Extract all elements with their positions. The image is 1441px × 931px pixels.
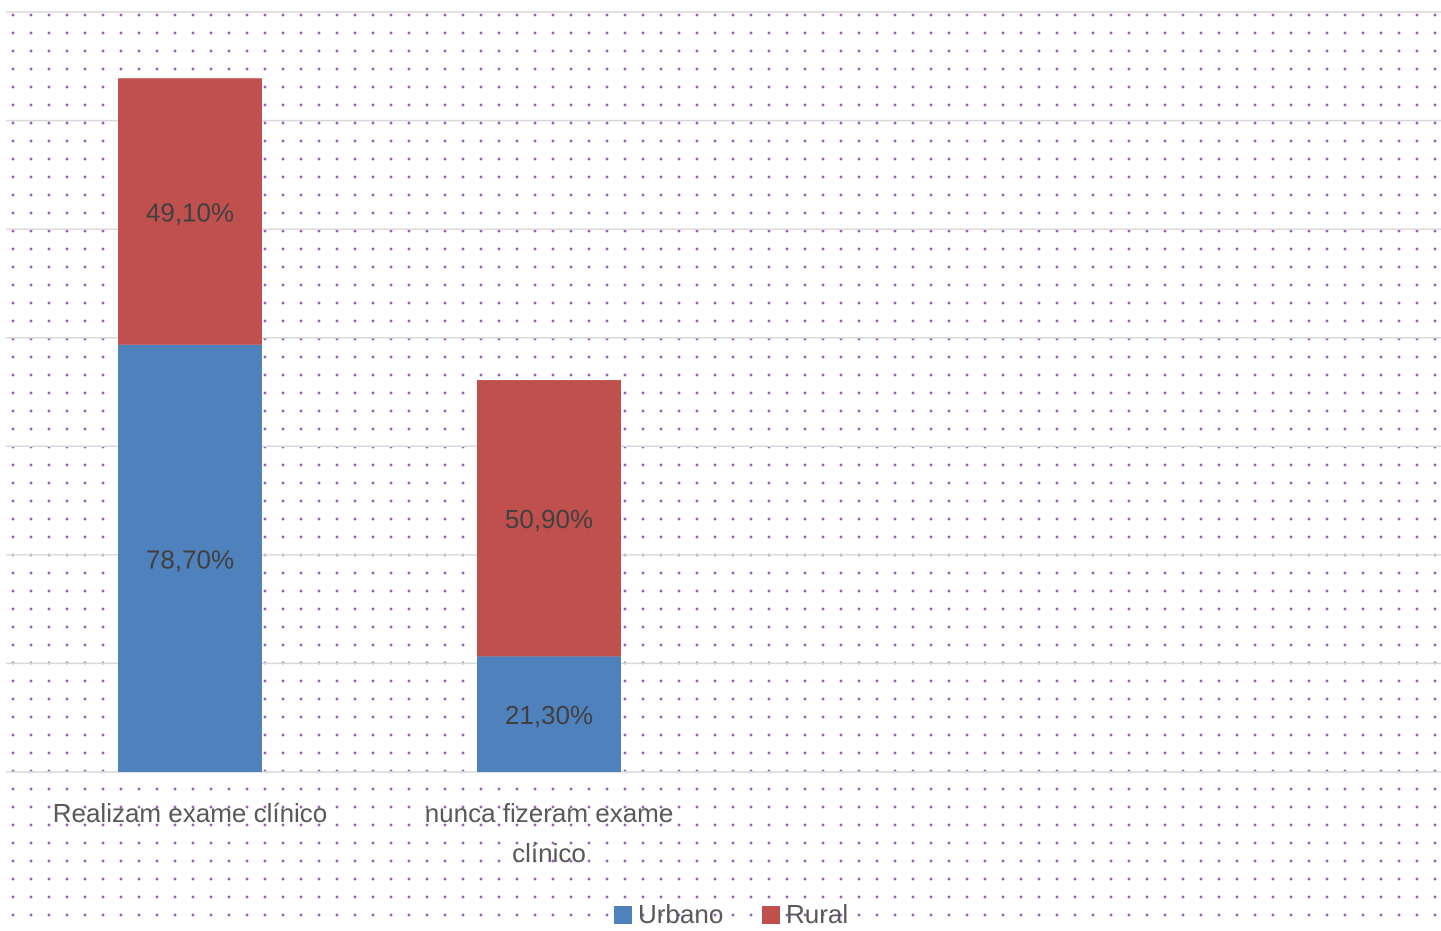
legend-label-urbano: Urbano [638,899,723,926]
legend-swatch-rural [762,906,780,924]
category-labels: Realizam exame clínico nunca fizeram exam… [53,798,674,868]
bar-rural-0 [118,78,262,345]
bar-urbano-1 [477,656,621,772]
bar-rural-1 [477,380,621,657]
bar-urbano-0 [118,344,262,772]
data-label: 50,90% [505,504,593,534]
legend: Urbano Rural [614,899,848,929]
data-label: 49,10% [146,198,234,228]
data-labels: 78,70% 49,10% 21,30% 50,90% [146,198,593,731]
bars [118,78,621,772]
data-label: 78,70% [146,544,234,574]
category-label-1: clínico [512,838,586,868]
legend-swatch-urbano [614,906,632,924]
category-label-1: nunca fizeram exame [425,798,674,828]
legend-label-rural: Rural [786,899,848,926]
category-label-0: Realizam exame clínico [53,798,328,828]
data-label: 21,30% [505,700,593,730]
